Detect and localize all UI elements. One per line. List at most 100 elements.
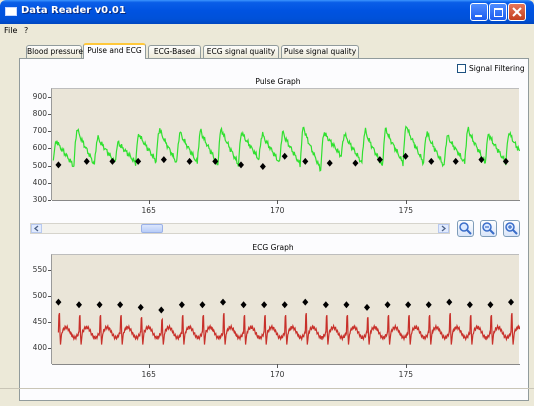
status-strip: [0, 388, 534, 406]
scroll-right-button[interactable]: [438, 224, 449, 233]
ecg-marker: [446, 298, 453, 306]
x-tick-mark: [405, 364, 407, 368]
scroll-left-button[interactable]: [31, 224, 42, 233]
signal-filtering-checkbox[interactable]: [457, 64, 466, 73]
menu-file[interactable]: File: [4, 26, 18, 35]
pulse-marker: [186, 157, 193, 165]
signal-filtering-label: Signal Filtering: [469, 64, 525, 73]
pulse-signal-line: [52, 125, 521, 172]
y-tick-mark: [48, 322, 51, 324]
ecg-marker: [364, 303, 370, 311]
pulse-marker: [238, 161, 244, 169]
pulse-marker: [502, 157, 509, 165]
zoom-out-button[interactable]: [480, 220, 497, 237]
ecg-marker: [117, 301, 124, 309]
y-tick-label: 900: [32, 91, 47, 101]
x-tick-label: 175: [398, 370, 413, 379]
pulse-marker: [135, 157, 142, 165]
close-icon: [512, 7, 522, 17]
y-tick-mark: [48, 295, 51, 297]
scroll-thumb[interactable]: [141, 224, 163, 233]
window-title: Data Reader v0.01: [21, 5, 126, 16]
y-tick-label: 600: [32, 143, 47, 153]
x-tick-mark: [277, 364, 279, 368]
ecg-plot-area: [51, 254, 521, 365]
ecg-marker: [322, 301, 329, 309]
close-button[interactable]: [508, 3, 526, 21]
ecg-marker: [240, 301, 247, 309]
y-tick-label: 400: [32, 177, 47, 187]
ecg-graph-title: ECG Graph: [252, 243, 294, 252]
y-tick-mark: [48, 148, 51, 150]
y-tick-mark: [48, 131, 51, 133]
pulse-marker: [478, 156, 485, 164]
ecg-chart: [52, 298, 521, 365]
y-tick-label: 300: [32, 195, 47, 204]
x-tick-mark: [405, 200, 407, 204]
ecg-signal-line: [57, 312, 521, 345]
tab-ecg-based[interactable]: ECG-Based: [148, 45, 201, 58]
y-tick-mark: [48, 348, 51, 350]
ecg-marker: [220, 298, 226, 306]
y-tick-mark: [48, 165, 51, 167]
tab-pulse-and-ecg[interactable]: Pulse and ECG: [83, 43, 146, 59]
ecg-marker: [343, 301, 350, 309]
title-bar: Data Reader v0.01: [0, 0, 534, 24]
y-tick-label: 500: [32, 160, 47, 170]
pulse-marker: [83, 157, 90, 165]
menu-help[interactable]: ?: [24, 26, 29, 35]
x-tick-label: 165: [141, 370, 156, 379]
ecg-marker: [178, 301, 185, 309]
pulse-marker: [452, 157, 459, 165]
ecg-marker: [384, 301, 391, 309]
tab-ecg-signal-quality[interactable]: ECG signal quality: [203, 45, 279, 58]
app-icon: [5, 7, 17, 16]
ecg-marker: [302, 298, 309, 306]
pulse-marker: [259, 163, 266, 171]
ecg-marker: [261, 301, 268, 309]
ecg-marker: [55, 298, 62, 306]
ecg-marker: [96, 301, 103, 309]
x-tick-mark: [148, 364, 150, 368]
pulse-marker: [55, 161, 62, 169]
ecg-marker: [281, 301, 288, 309]
y-tick-label: 500: [32, 290, 47, 300]
ecg-marker: [405, 301, 412, 309]
y-tick-label: 700: [32, 126, 47, 136]
time-scrollbar[interactable]: [30, 223, 450, 234]
x-tick-label: 175: [398, 206, 413, 215]
x-tick-label: 165: [141, 206, 156, 215]
pulse-marker: [160, 156, 167, 164]
menu-bar: File ?: [0, 24, 534, 37]
pulse-marker: [281, 152, 288, 160]
y-tick-mark: [48, 200, 51, 201]
ecg-marker: [158, 306, 165, 314]
y-tick-mark: [48, 269, 51, 271]
x-tick-label: 170: [270, 206, 285, 215]
maximize-button[interactable]: [489, 3, 507, 21]
y-tick-mark: [48, 182, 51, 184]
y-tick-mark: [48, 113, 51, 115]
x-tick-mark: [148, 200, 150, 204]
ecg-marker: [508, 298, 514, 306]
zoom-in-button[interactable]: [503, 220, 520, 237]
tab-pulse-signal-quality[interactable]: Pulse signal quality: [281, 45, 359, 58]
y-tick-label: 800: [32, 108, 47, 118]
chevron-left-icon: [33, 225, 39, 232]
minimize-button[interactable]: [470, 3, 488, 21]
chevron-right-icon: [441, 225, 447, 232]
magnifier-minus-icon: [482, 222, 495, 235]
pulse-plot-area: [51, 88, 521, 201]
ecg-marker: [76, 301, 82, 309]
ecg-marker: [199, 301, 206, 309]
y-tick-label: 550: [32, 264, 47, 274]
zoom-fit-button[interactable]: [457, 220, 474, 237]
tab-blood-pressure[interactable]: Blood pressure: [26, 45, 83, 58]
x-tick-label: 170: [270, 370, 285, 379]
pulse-marker: [212, 157, 219, 165]
ecg-marker: [137, 303, 144, 311]
pulse-marker: [376, 156, 383, 164]
ecg-marker: [487, 301, 494, 309]
x-tick-mark: [277, 200, 279, 204]
pulse-graph-title: Pulse Graph: [255, 77, 301, 86]
